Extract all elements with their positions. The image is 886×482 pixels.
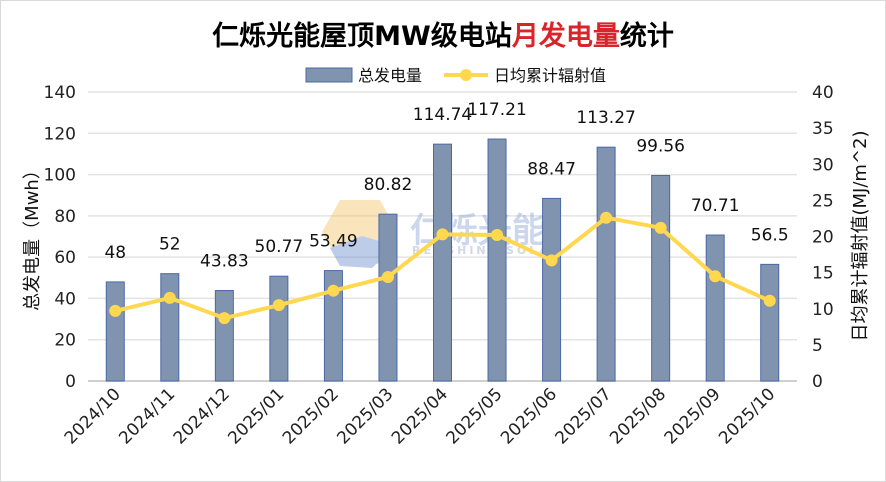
x-tick-label: 2025/08 [606, 384, 670, 448]
x-tick-label: 2025/06 [497, 384, 561, 448]
bar-data-label: 99.56 [636, 136, 685, 156]
x-tick-label: 2025/09 [661, 384, 725, 448]
bar-data-label: 113.27 [576, 108, 635, 128]
y-tick-label: 100 [44, 166, 76, 186]
bar-data-label: 48 [104, 243, 126, 263]
bar [160, 273, 180, 382]
bar [269, 275, 289, 382]
y2-tick-label: 30 [812, 155, 834, 175]
line-point [436, 228, 449, 241]
bar-data-label: 43.83 [200, 252, 249, 272]
legend-line-marker [460, 69, 472, 81]
x-tick-label: 2025/04 [388, 384, 452, 448]
x-tick-label: 2024/12 [170, 384, 234, 448]
bar [105, 281, 125, 382]
bar-data-label: 52 [159, 235, 181, 255]
line-point [381, 270, 394, 283]
bar-data-label: 56.5 [751, 225, 789, 245]
y-tick-label: 40 [54, 289, 76, 309]
x-tick-label: 2025/07 [552, 384, 616, 448]
y-tick-label: 80 [54, 207, 76, 227]
title-part: 统计 [619, 21, 674, 52]
bar-data-label: 80.82 [364, 175, 413, 195]
legend-bar-swatch [305, 67, 353, 83]
bar [760, 263, 780, 382]
y-tick-label: 60 [54, 248, 76, 268]
y2-axis-title: 日均累计辐射值(MJ/m^2) [850, 130, 871, 341]
y2-tick-label: 15 [812, 264, 834, 284]
y2-tick-label: 35 [812, 119, 834, 139]
bar-data-label: 88.47 [527, 159, 576, 179]
bar [323, 270, 343, 382]
line-point [218, 312, 231, 325]
line-point [545, 254, 558, 267]
bar [651, 174, 671, 382]
y2-tick-label: 20 [812, 228, 834, 248]
x-tick-label: 2025/02 [279, 384, 343, 448]
line-point [491, 229, 504, 242]
bar [378, 213, 398, 382]
legend-line-label: 日均累计辐射值 [494, 66, 606, 85]
y2-tick-label: 0 [812, 372, 823, 392]
bar-data-label: 70.71 [691, 196, 740, 216]
y2-tick-label: 5 [812, 336, 823, 356]
line-point [327, 284, 340, 297]
x-tick-label: 2025/05 [442, 384, 506, 448]
bar [487, 138, 507, 382]
bar [433, 143, 452, 382]
y2-tick-label: 40 [812, 83, 834, 103]
bar-data-label: 114.74 [413, 105, 472, 125]
x-tick-label: 2024/10 [61, 384, 125, 448]
y-tick-label: 120 [44, 124, 76, 144]
y2-tick-label: 10 [812, 300, 834, 320]
line-point [109, 304, 122, 317]
legend-bar-label: 总发电量 [358, 66, 422, 85]
x-tick-label: 2025/10 [715, 384, 779, 448]
line-point [709, 270, 722, 283]
bar [214, 290, 234, 382]
bar [705, 234, 725, 382]
line-point [600, 211, 613, 224]
y-axis-title: 总发电量（Mwh） [22, 161, 43, 311]
line-point [763, 294, 776, 307]
bar [596, 146, 616, 382]
x-tick-label: 2024/11 [115, 384, 179, 448]
title-part: 仁烁光能屋顶MW级电站 [212, 21, 512, 52]
chart-title: 仁烁光能屋顶MW级电站月发电量统计 [0, 14, 886, 53]
line-point [654, 221, 667, 234]
y-tick-label: 140 [44, 83, 76, 103]
line-point [163, 291, 176, 304]
y-tick-label: 0 [65, 372, 76, 392]
bar [542, 197, 562, 382]
x-tick-label: 2025/03 [333, 384, 397, 448]
x-tick-label: 2025/01 [224, 384, 288, 448]
y2-tick-label: 25 [812, 191, 834, 211]
bar-data-label: 50.77 [255, 237, 304, 257]
line-point [272, 299, 285, 312]
y-tick-label: 20 [54, 331, 76, 351]
bar-data-label: 117.21 [467, 100, 526, 120]
bar-data-label: 53.49 [309, 232, 358, 252]
title-highlight: 月发电量 [511, 21, 620, 52]
